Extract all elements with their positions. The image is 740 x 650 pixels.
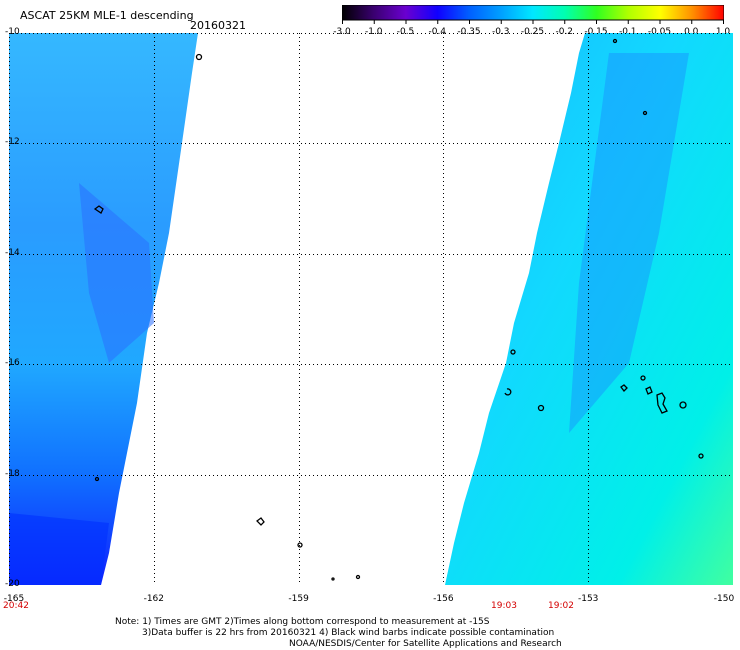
latitude-label: -18 — [5, 468, 20, 479]
map-title: ASCAT 25KM MLE-1 descending — [20, 9, 194, 22]
latitude-label: -14 — [5, 247, 20, 258]
colorbar-label: 1.0 — [715, 27, 731, 37]
colorbar-label: -0.15 — [584, 27, 608, 37]
colorbar — [342, 5, 724, 24]
colorbar-label: -0.25 — [520, 27, 545, 37]
colorbar-label: -0.35 — [457, 27, 481, 37]
note-line-3: NOAA/NESDIS/Center for Satellite Applica… — [289, 639, 562, 649]
map-date: 20160321 — [190, 19, 246, 32]
time-label-mid: 19:03 — [491, 601, 517, 611]
latitude-label: -20 — [5, 579, 20, 589]
note-line-1: Note: 1) Times are GMT 2)Times along bot… — [115, 617, 490, 627]
colorbar-label: -0.4 — [428, 27, 447, 37]
latitude-label: -12 — [5, 137, 20, 148]
longitude-label: -156 — [433, 594, 454, 604]
colorbar-label: -0.1 — [618, 27, 637, 37]
longitude-label: -153 — [577, 594, 599, 604]
colorbar-label: -0.5 — [396, 27, 415, 37]
colorbar-label: -0.2 — [555, 27, 574, 37]
time-label-right: 19:02 — [548, 601, 574, 611]
colorbar-gradient — [342, 5, 724, 21]
note-line-2: 3)Data buffer is 22 hrs from 20160321 4)… — [142, 628, 555, 638]
swath-map — [9, 33, 733, 585]
left-swath-dark-band — [79, 183, 154, 363]
left-swath-bottom-band — [9, 513, 109, 585]
longitude-label: -165 — [3, 594, 25, 604]
time-label-left: 20:42 — [3, 601, 29, 611]
longitude-label: -159 — [288, 594, 309, 604]
island-outlines — [93, 38, 704, 581]
right-swath-blue-band — [569, 53, 689, 433]
longitude-label: -162 — [143, 594, 165, 604]
colorbar-label: -3.0 — [333, 27, 351, 37]
colorbar-label: -1.0 — [364, 27, 383, 37]
colorbar-label: -0.05 — [647, 27, 672, 37]
latitude-label: -16 — [5, 358, 20, 369]
latitude-label: -10 — [5, 27, 20, 37]
lat-lon-grid — [9, 33, 733, 585]
longitude-label: -150 — [713, 594, 735, 604]
colorbar-label: -0.3 — [491, 27, 510, 37]
colorbar-label: 0.0 — [684, 27, 699, 37]
